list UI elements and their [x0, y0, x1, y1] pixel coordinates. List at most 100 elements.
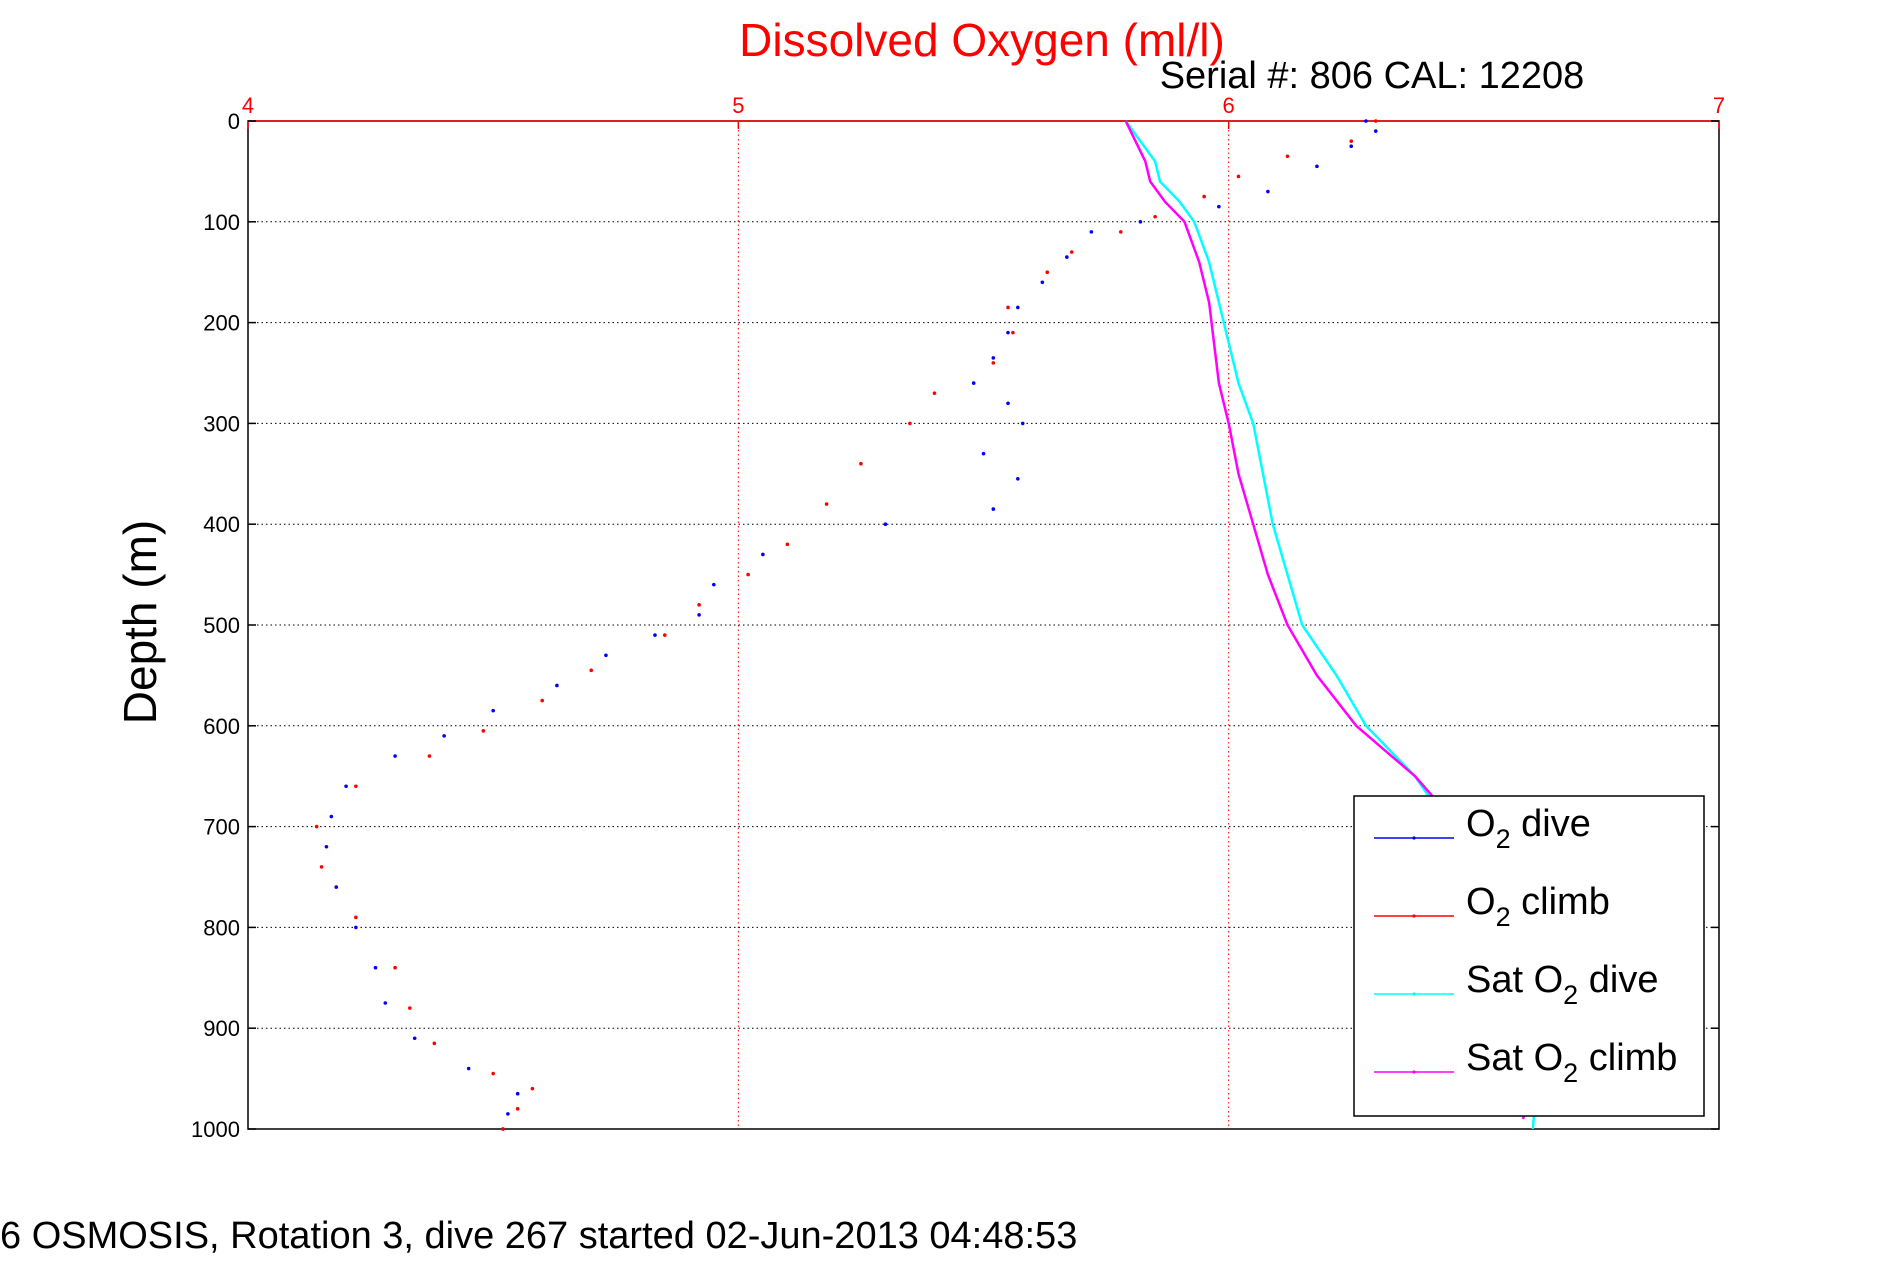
data-point — [1006, 330, 1010, 335]
data-point — [1373, 119, 1378, 123]
x-tick-label: 6 — [1223, 93, 1235, 118]
data-point — [1040, 280, 1045, 285]
y-tick-label: 0 — [228, 109, 240, 134]
data-point — [354, 915, 358, 920]
data-point — [515, 1091, 520, 1096]
data-point — [991, 361, 996, 365]
legend-item-o2-climb: O2 climb — [1374, 881, 1610, 932]
data-point — [653, 633, 657, 637]
data-point — [1118, 230, 1123, 234]
data-point — [908, 421, 912, 426]
data-point — [824, 502, 829, 506]
legend-label: O2 climb — [1466, 881, 1610, 932]
data-point — [1006, 305, 1010, 310]
y-tick-label: 200 — [203, 311, 240, 336]
y-tick-label: 800 — [203, 915, 240, 940]
legend-box — [1353, 795, 1705, 1117]
data-point — [412, 1036, 417, 1041]
data-point — [491, 1071, 495, 1076]
data-point — [344, 784, 348, 789]
data-point — [1065, 255, 1069, 259]
data-point — [971, 381, 976, 385]
data-point — [1045, 270, 1050, 275]
grid — [248, 121, 1719, 1129]
data-point — [1069, 250, 1074, 254]
legend-item-sat-o2-dive: Sat O2 dive — [1374, 959, 1658, 1010]
data-point — [555, 683, 559, 688]
data-point — [466, 1066, 471, 1071]
legend-item-sat-o2-climb: Sat O2 climb — [1374, 1037, 1677, 1088]
y-tick-label: 1000 — [191, 1117, 240, 1142]
legend: O2 dive O2 climb Sat O2 dive Sat O2 climb — [1353, 795, 1705, 1117]
legend-label: Sat O2 dive — [1466, 959, 1658, 1010]
legend-marker — [1412, 914, 1416, 918]
x-tick-label: 4 — [242, 93, 254, 118]
data-point — [746, 572, 750, 577]
data-point — [1236, 174, 1241, 179]
data-point — [1016, 477, 1020, 481]
data-point — [1315, 164, 1319, 169]
x-axis: 4 5 6 7 — [242, 93, 1725, 129]
y-tick-label: 100 — [203, 210, 240, 235]
data-point — [981, 451, 986, 456]
data-point — [1285, 154, 1290, 159]
y-tick-label: 700 — [203, 815, 240, 840]
data-point — [991, 356, 996, 360]
data-point — [354, 925, 358, 930]
data-point — [540, 698, 544, 703]
legend-label: Sat O2 climb — [1466, 1037, 1677, 1088]
data-point — [373, 965, 378, 970]
y-tick-label: 500 — [203, 613, 240, 638]
data-point — [1364, 119, 1368, 123]
data-point — [432, 1041, 437, 1046]
data-point — [604, 653, 608, 658]
data-point — [1349, 139, 1354, 143]
legend-marker — [1412, 836, 1416, 840]
data-point — [859, 461, 863, 466]
data-point — [712, 582, 716, 587]
data-point — [515, 1107, 520, 1111]
data-point — [1089, 230, 1094, 234]
y-tick-label: 400 — [203, 512, 240, 537]
series-o2-climb — [314, 119, 1378, 1131]
data-point — [334, 885, 339, 889]
data-point — [324, 844, 329, 849]
data-point — [589, 668, 594, 673]
data-point — [314, 824, 319, 829]
data-point — [697, 603, 701, 607]
data-point — [354, 784, 358, 789]
data-point — [393, 965, 397, 970]
data-point — [427, 754, 432, 758]
data-point — [393, 754, 397, 758]
data-point — [319, 865, 324, 869]
data-point — [1349, 144, 1354, 148]
data-point — [1138, 220, 1143, 224]
data-point — [501, 1127, 505, 1131]
y-axis: 0 100 200 300 400 500 600 700 800 900 1000 — [191, 109, 1719, 1142]
legend-marker — [1412, 992, 1416, 996]
data-point — [1011, 330, 1015, 335]
x-tick-label: 7 — [1713, 93, 1725, 118]
data-point — [1016, 305, 1020, 310]
data-point — [1217, 204, 1221, 209]
data-point — [506, 1112, 510, 1116]
chart-title: Dissolved Oxygen (ml/l) — [739, 14, 1225, 66]
y-tick-label: 900 — [203, 1016, 240, 1041]
data-point — [991, 507, 996, 511]
data-point — [662, 633, 667, 637]
data-point — [1020, 421, 1025, 426]
y-tick-label: 600 — [203, 714, 240, 739]
chart-subtitle: Serial #: 806 CAL: 12208 — [1160, 55, 1585, 97]
data-point — [408, 1006, 412, 1010]
data-point — [932, 391, 937, 395]
data-point — [697, 613, 701, 617]
legend-marker — [1412, 1070, 1416, 1074]
data-point — [1266, 189, 1270, 194]
data-point — [883, 522, 888, 526]
data-point — [1202, 194, 1206, 199]
footer-caption: 6 OSMOSIS, Rotation 3, dive 267 started … — [0, 1215, 1077, 1257]
legend-label: O2 dive — [1466, 803, 1591, 854]
data-point — [785, 542, 790, 547]
data-point — [329, 814, 334, 819]
